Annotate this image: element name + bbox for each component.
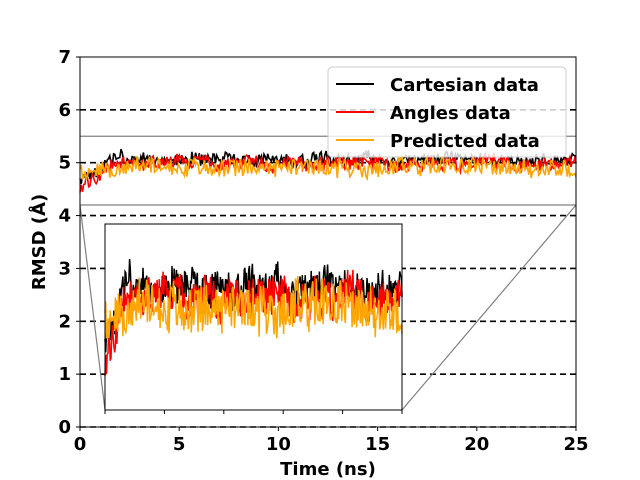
axis-ticks: 0 5 10 15 20 25 0 1 2 3 4 5 6 7 xyxy=(58,47,588,455)
y-tick-label: 7 xyxy=(58,47,71,68)
y-tick-label: 2 xyxy=(58,311,71,332)
x-tick-label: 10 xyxy=(266,434,291,455)
inset-plot xyxy=(104,223,403,414)
y-tick-label: 1 xyxy=(58,364,71,385)
y-tick-label: 5 xyxy=(58,153,71,174)
plot-frame xyxy=(79,56,577,428)
inset-series-line xyxy=(104,276,403,339)
x-tick-label: 20 xyxy=(464,434,489,455)
x-axis-label: Time (ns) xyxy=(280,459,376,480)
inset-series-line xyxy=(104,269,403,377)
zoom-connector xyxy=(79,204,106,411)
legend-label: Predicted data xyxy=(390,131,540,152)
legend: Cartesian data Angles data Predicted data xyxy=(327,66,567,158)
x-tick-label: 0 xyxy=(74,434,87,455)
y-tick-label: 3 xyxy=(58,258,71,279)
y-tick-label: 0 xyxy=(58,417,71,438)
legend-label: Angles data xyxy=(390,103,511,124)
legend-label: Cartesian data xyxy=(390,75,539,96)
x-tick-label: 15 xyxy=(365,434,390,455)
x-tick-label: 25 xyxy=(563,434,588,455)
series-line xyxy=(79,154,577,182)
x-tick-label: 5 xyxy=(173,434,186,455)
y-tick-label: 4 xyxy=(58,206,71,227)
y-tick-label: 6 xyxy=(58,100,71,121)
legend-box xyxy=(327,66,567,158)
inset-frame xyxy=(104,223,403,411)
zoom-connector xyxy=(401,204,577,411)
y-axis-label: RMSD (Å) xyxy=(27,194,50,290)
